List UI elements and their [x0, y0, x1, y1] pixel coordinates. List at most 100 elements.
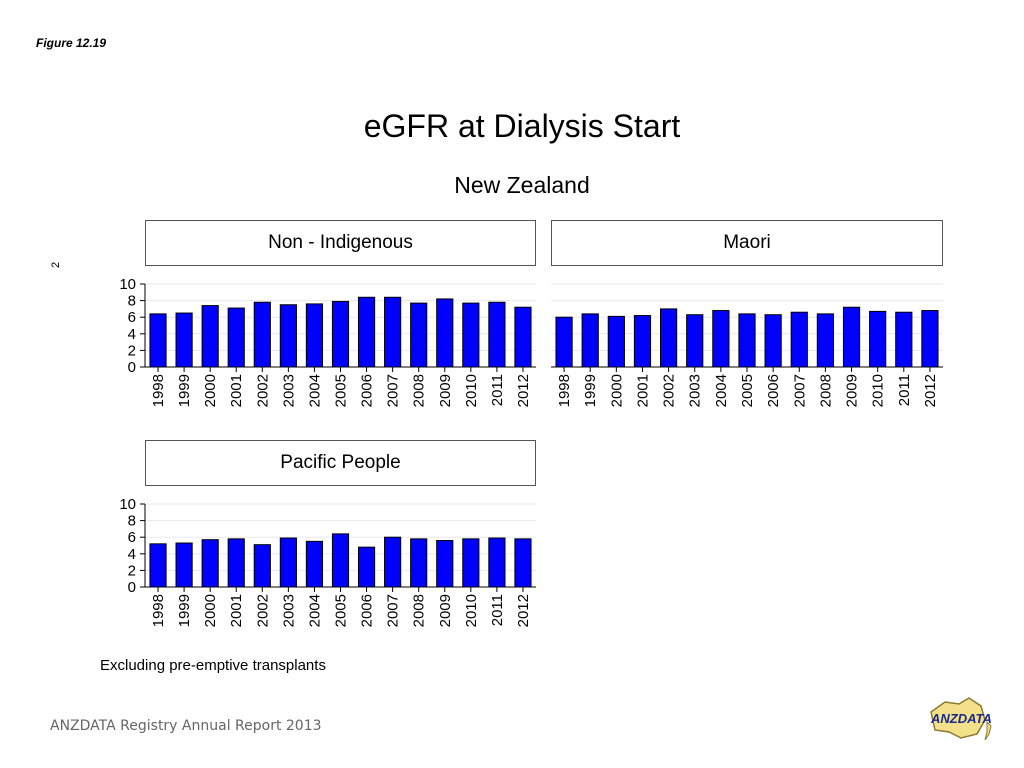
x-tick-label: 2004: [306, 594, 323, 627]
bar-2007: [790, 311, 808, 368]
bar-2010: [462, 302, 480, 368]
bar-2008: [410, 302, 428, 368]
x-tick-label: 2004: [713, 374, 730, 407]
x-tick-label: 2007: [385, 374, 402, 407]
bar-1999: [581, 313, 599, 368]
x-tick-label: 2000: [202, 594, 219, 627]
bar-2008: [410, 538, 428, 588]
x-tick-label: 2008: [411, 374, 428, 407]
bar-1998: [149, 543, 167, 588]
y-tick-label: 10: [119, 276, 136, 293]
footnote: Excluding pre-emptive transplants: [100, 657, 326, 674]
bar-2004: [712, 310, 730, 368]
bar-2009: [842, 306, 861, 368]
bar-1998: [149, 313, 167, 368]
bar-2004: [305, 303, 324, 368]
bar-2011: [488, 537, 506, 588]
x-tick-label: 2005: [333, 374, 350, 407]
bar-2002: [659, 308, 678, 368]
bar-2004: [305, 540, 324, 588]
y-tick-label: 4: [128, 546, 136, 563]
y-tick-label: 0: [128, 579, 136, 596]
x-tick-label: 1998: [556, 374, 573, 407]
bar-2002: [253, 301, 271, 368]
panel-header-maori: Maori: [551, 220, 943, 266]
figure-label: Figure 12.19: [36, 36, 107, 50]
panel-header-non-indigenous: Non - Indigenous: [145, 220, 536, 266]
bar-2003: [279, 304, 297, 368]
bar-2011: [488, 301, 506, 368]
x-tick-label: 2006: [359, 374, 376, 407]
bar-2009: [436, 540, 454, 588]
x-tick-label: 2002: [254, 594, 271, 627]
chart-subtitle: New Zealand: [454, 172, 590, 198]
x-tick-label: 1999: [176, 594, 193, 627]
x-tick-label: 1999: [176, 374, 193, 407]
x-tick-label: 2000: [608, 374, 625, 407]
x-tick-label: 1998: [150, 594, 167, 627]
x-tick-label: 1998: [150, 374, 167, 407]
x-tick-label: 2002: [254, 374, 271, 407]
bar-2000: [201, 539, 219, 588]
bar-2005: [331, 300, 350, 368]
bar-2012: [514, 538, 532, 588]
x-tick-label: 2001: [228, 594, 245, 627]
y-tick-label: 6: [128, 529, 136, 546]
x-tick-label: 2003: [687, 374, 704, 407]
x-tick-label: 2008: [411, 594, 428, 627]
bar-2003: [279, 537, 297, 588]
x-tick-label: 2001: [228, 374, 245, 407]
x-tick-label: 2000: [202, 374, 219, 407]
anzdata-logo: ANZDATA: [930, 697, 992, 741]
y-tick-label: 6: [128, 309, 136, 326]
bar-2006: [357, 296, 376, 368]
y-tick-label: 8: [128, 293, 136, 310]
x-tick-label: 2010: [463, 374, 480, 407]
panel-title: Maori: [723, 232, 771, 253]
bar-1999: [175, 312, 193, 368]
x-tick-label: 2004: [306, 374, 323, 407]
bar-2001: [227, 538, 245, 588]
panel-header-pacific-people: Pacific People: [145, 440, 536, 486]
panel-title: Pacific People: [280, 452, 401, 473]
bar-2010: [462, 538, 480, 588]
source-text: ANZDATA Registry Annual Report 2013: [50, 718, 322, 734]
chart-title: eGFR at Dialysis Start: [363, 108, 681, 144]
bar-1998: [555, 316, 573, 368]
x-tick-label: 2012: [922, 374, 939, 407]
x-tick-label: 2007: [791, 374, 808, 407]
panel-title: Non - Indigenous: [268, 232, 413, 253]
x-tick-label: 2010: [463, 594, 480, 627]
x-tick-label: 2012: [515, 594, 532, 627]
x-tick-label: 2006: [359, 594, 376, 627]
x-tick-label: 2006: [765, 374, 782, 407]
x-tick-label: 2009: [844, 374, 861, 407]
bar-2000: [607, 315, 625, 368]
x-tick-label: 2011: [896, 374, 913, 406]
x-tick-label: 2011: [489, 374, 506, 406]
svg-text:ANZDATA: ANZDATA: [930, 711, 992, 726]
bar-2007: [384, 536, 402, 588]
y-tick-label: 10: [119, 496, 136, 513]
x-tick-label: 2009: [437, 594, 454, 627]
bar-1999: [175, 542, 193, 588]
bar-2005: [738, 313, 756, 368]
x-tick-label: 2007: [385, 594, 402, 627]
bar-2003: [686, 314, 704, 368]
bar-2011: [895, 311, 913, 368]
y-tick-label: 2: [128, 342, 136, 359]
y-tick-label: 0: [128, 359, 136, 376]
x-tick-label: 2002: [661, 374, 678, 407]
x-tick-label: 2011: [489, 594, 506, 626]
bar-2002: [253, 544, 271, 588]
x-tick-label: 2005: [739, 374, 756, 407]
bar-2005: [331, 533, 350, 588]
x-tick-label: 2003: [280, 374, 297, 407]
bar-2006: [357, 546, 376, 588]
y-tick-label: 8: [128, 513, 136, 530]
bar-2010: [869, 310, 887, 368]
y-tick-label: 2: [128, 562, 136, 579]
x-tick-label: 2001: [634, 374, 651, 407]
x-tick-label: 1999: [582, 374, 599, 407]
